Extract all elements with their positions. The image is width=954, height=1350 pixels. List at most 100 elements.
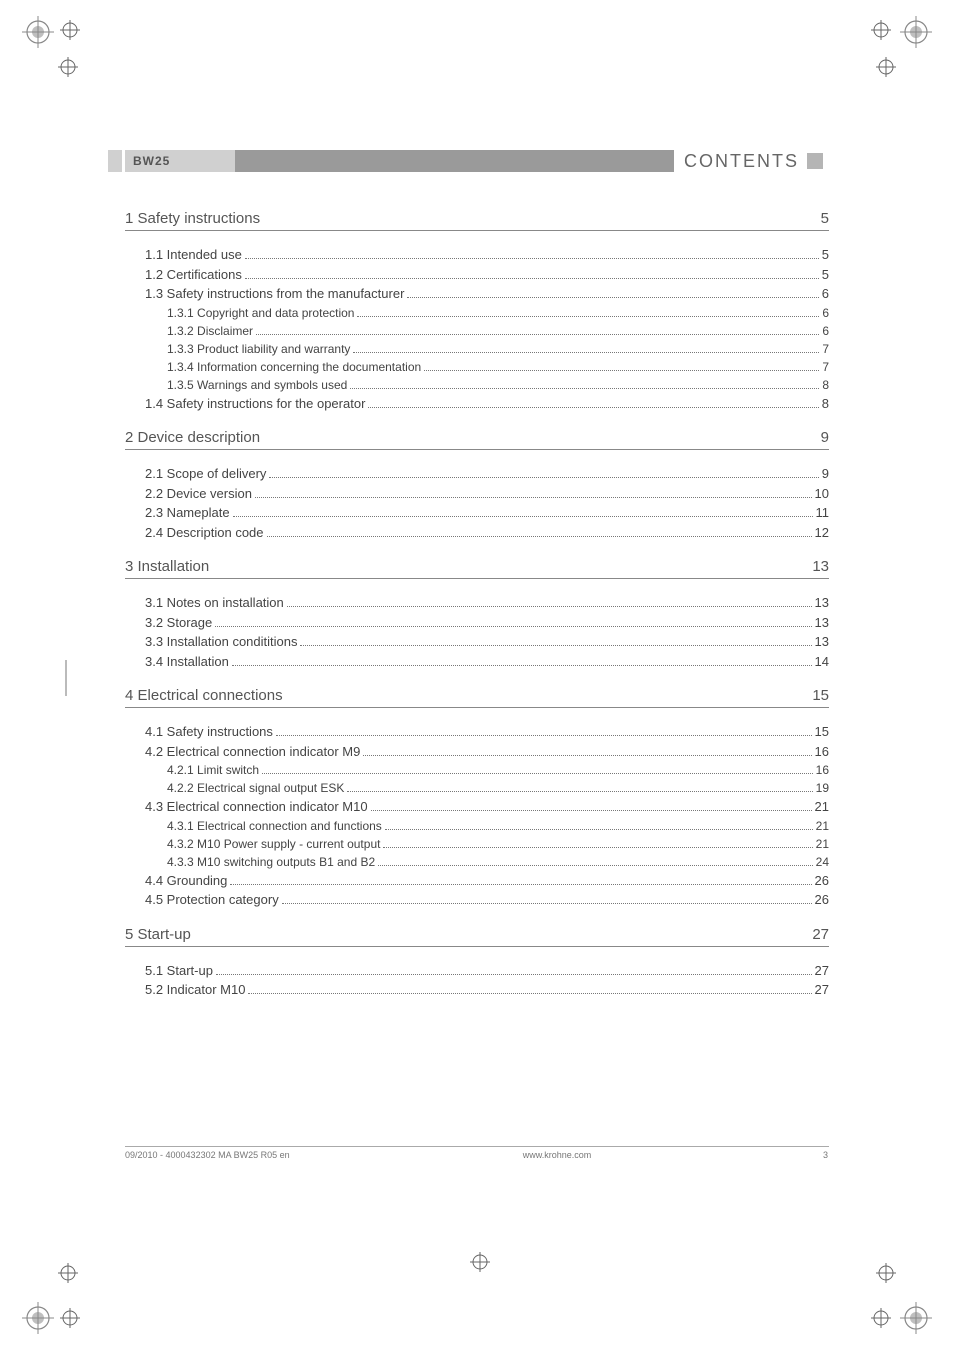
toc-entry-label: 5.1 Start-up xyxy=(145,961,213,981)
toc-entry-label: 4.3.3 M10 switching outputs B1 and B2 xyxy=(167,853,375,871)
toc-entry-page: 19 xyxy=(816,779,829,797)
toc-entry: 4.2 Electrical connection indicator M9 1… xyxy=(125,742,829,762)
toc-entry-page: 16 xyxy=(816,761,829,779)
toc-entry-label: 2.2 Device version xyxy=(145,484,252,504)
toc-entry: 4.3 Electrical connection indicator M10 … xyxy=(125,797,829,817)
toc-leader-dots xyxy=(287,606,812,607)
toc-leader-dots xyxy=(276,735,812,736)
toc-entry: 3.4 Installation 14 xyxy=(125,652,829,672)
toc-leader-dots xyxy=(371,810,812,811)
footer: 09/2010 - 4000432302 MA BW25 R05 en www.… xyxy=(125,1146,829,1160)
toc-entry-label: 3.1 Notes on installation xyxy=(145,593,284,613)
toc-entry-page: 26 xyxy=(815,871,829,891)
toc-entry: 3.1 Notes on installation 13 xyxy=(125,593,829,613)
toc-leader-dots xyxy=(368,407,818,408)
toc-entry: 5.2 Indicator M10 27 xyxy=(125,980,829,1000)
toc-entry: 4.4 Grounding 26 xyxy=(125,871,829,891)
toc-section-title: 5 Start-up xyxy=(125,926,191,943)
page-title-text: CONTENTS xyxy=(684,151,799,172)
toc-entry-label: 5.2 Indicator M10 xyxy=(145,980,245,1000)
footer-docid: 09/2010 - 4000432302 MA BW25 R05 en xyxy=(125,1150,345,1160)
toc-entry: 1.3 Safety instructions from the manufac… xyxy=(125,284,829,304)
toc-entry-label: 3.3 Installation condititions xyxy=(145,632,297,652)
toc-section-page: 9 xyxy=(821,429,829,446)
toc-section: 5 Start-up275.1 Start-up 275.2 Indicator… xyxy=(125,926,829,1000)
toc-leader-dots xyxy=(232,665,812,666)
toc-section-heading: 5 Start-up27 xyxy=(125,926,829,947)
reg-mark-bottom-right xyxy=(841,1243,936,1338)
toc-entry-page: 10 xyxy=(815,484,829,504)
toc-entry-label: 4.2 Electrical connection indicator M9 xyxy=(145,742,360,762)
toc-entry-label: 4.1 Safety instructions xyxy=(145,722,273,742)
toc-entry: 1.1 Intended use 5 xyxy=(125,245,829,265)
title-square-icon xyxy=(807,153,823,169)
reg-mark-bottom-left xyxy=(18,1243,113,1338)
toc-leader-dots xyxy=(347,791,812,792)
toc-entry-label: 4.3.1 Electrical connection and function… xyxy=(167,817,382,835)
toc-entry-page: 8 xyxy=(822,376,829,394)
toc-entry-label: 1.2 Certifications xyxy=(145,265,242,285)
toc-entry: 4.3.2 M10 Power supply - current output … xyxy=(125,835,829,853)
reg-mark-top-left xyxy=(18,12,113,107)
toc-entry-label: 1.3.1 Copyright and data protection xyxy=(167,304,354,322)
toc-entry-page: 14 xyxy=(815,652,829,672)
toc-entry-page: 27 xyxy=(815,961,829,981)
page-title: CONTENTS xyxy=(674,150,829,172)
toc-entry-page: 7 xyxy=(822,358,829,376)
toc-entry-page: 13 xyxy=(815,632,829,652)
toc-entry-label: 3.4 Installation xyxy=(145,652,229,672)
toc-section-title: 4 Electrical connections xyxy=(125,687,283,704)
toc-section-heading: 3 Installation13 xyxy=(125,558,829,579)
toc-leader-dots xyxy=(256,334,819,335)
content-area: BW25 CONTENTS 1 Safety instructions51.1 … xyxy=(125,150,829,1016)
toc-entry-page: 21 xyxy=(816,817,829,835)
header-fill xyxy=(235,150,674,172)
toc-entry-label: 1.3 Safety instructions from the manufac… xyxy=(145,284,404,304)
toc-entry: 1.4 Safety instructions for the operator… xyxy=(125,394,829,414)
toc-entry: 1.3.5 Warnings and symbols used 8 xyxy=(125,376,829,394)
toc-section-page: 13 xyxy=(812,558,829,575)
toc-entry-page: 12 xyxy=(815,523,829,543)
toc-entry-label: 4.4 Grounding xyxy=(145,871,227,891)
toc-entry-label: 3.2 Storage xyxy=(145,613,212,633)
page: BW25 CONTENTS 1 Safety instructions51.1 … xyxy=(0,0,954,1350)
toc-leader-dots xyxy=(300,645,811,646)
toc-leader-dots xyxy=(407,297,818,298)
toc-entry-label: 2.1 Scope of delivery xyxy=(145,464,266,484)
toc-entry-page: 26 xyxy=(815,890,829,910)
toc-entry-label: 4.2.1 Limit switch xyxy=(167,761,259,779)
toc-leader-dots xyxy=(248,993,811,994)
toc-entry: 1.2 Certifications 5 xyxy=(125,265,829,285)
toc-leader-dots xyxy=(385,829,813,830)
footer-page-number: 3 xyxy=(769,1150,829,1160)
toc-section: 2 Device description92.1 Scope of delive… xyxy=(125,429,829,542)
toc-entry-page: 15 xyxy=(815,722,829,742)
toc-section-page: 5 xyxy=(821,210,829,227)
toc-entry: 4.3.1 Electrical connection and function… xyxy=(125,817,829,835)
toc-entry: 1.3.3 Product liability and warranty 7 xyxy=(125,340,829,358)
toc-leader-dots xyxy=(357,316,819,317)
toc-entry-page: 6 xyxy=(822,322,829,340)
toc-entry-page: 13 xyxy=(815,593,829,613)
toc-entry-page: 27 xyxy=(815,980,829,1000)
toc-entry-label: 1.3.2 Disclaimer xyxy=(167,322,253,340)
toc-entry: 4.1 Safety instructions 15 xyxy=(125,722,829,742)
toc-entry-label: 4.3.2 M10 Power supply - current output xyxy=(167,835,380,853)
toc-leader-dots xyxy=(216,974,812,975)
fold-mark-left xyxy=(56,660,76,696)
toc-entry-label: 2.4 Description code xyxy=(145,523,264,543)
toc-entry: 1.3.1 Copyright and data protection 6 xyxy=(125,304,829,322)
toc-entry: 2.2 Device version 10 xyxy=(125,484,829,504)
toc-entry: 4.5 Protection category 26 xyxy=(125,890,829,910)
toc-leader-dots xyxy=(378,865,813,866)
toc-leader-dots xyxy=(353,352,819,353)
toc-entry-page: 24 xyxy=(816,853,829,871)
toc-entry: 2.4 Description code 12 xyxy=(125,523,829,543)
toc-leader-dots xyxy=(245,278,819,279)
toc-entry-label: 4.5 Protection category xyxy=(145,890,279,910)
toc-leader-dots xyxy=(262,773,813,774)
toc-entry-page: 5 xyxy=(822,265,829,285)
toc-leader-dots xyxy=(255,497,812,498)
product-code: BW25 xyxy=(125,150,235,172)
toc-entry-label: 1.3.4 Information concerning the documen… xyxy=(167,358,421,376)
